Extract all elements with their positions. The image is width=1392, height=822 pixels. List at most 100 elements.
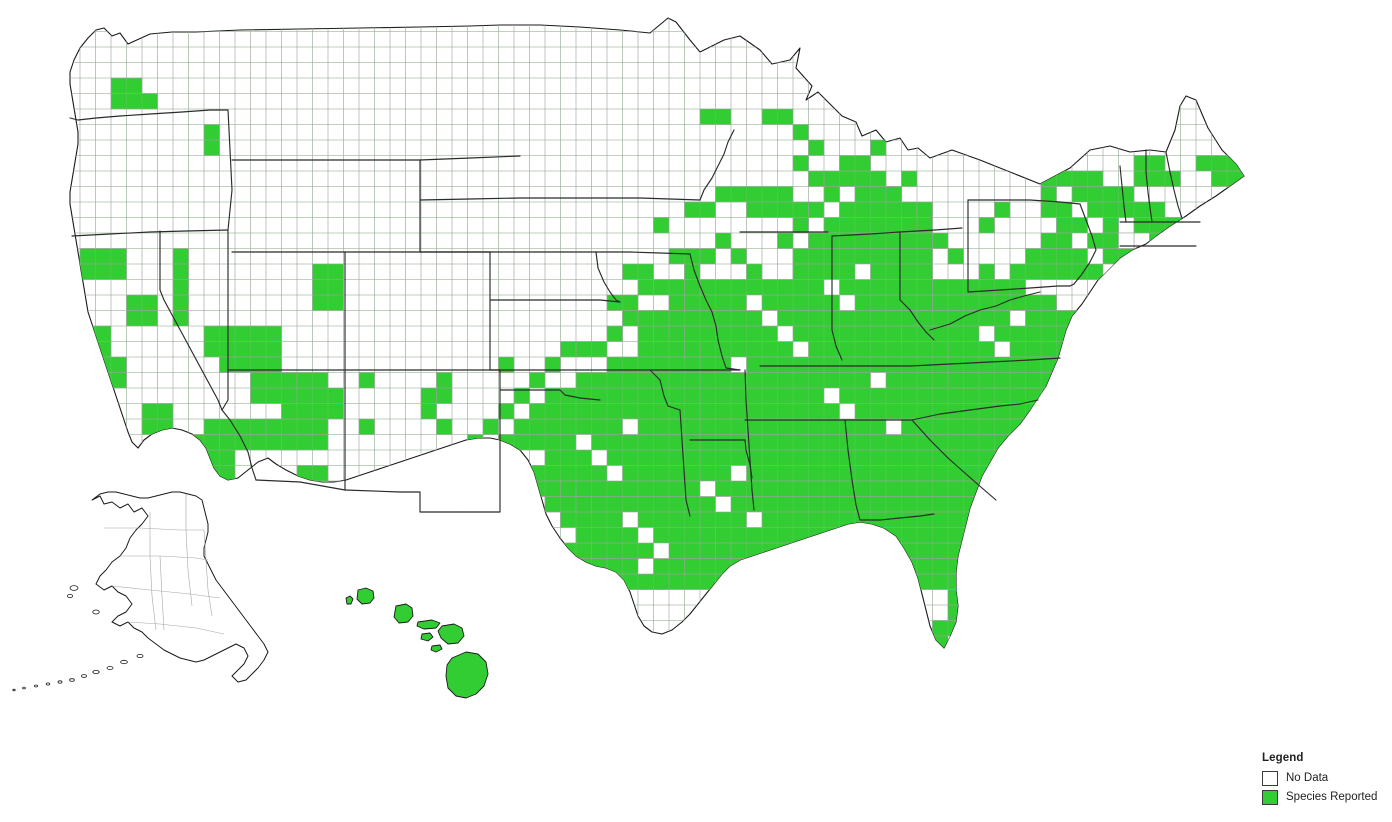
reported-county-block (684, 341, 701, 358)
island-maui (437, 623, 465, 645)
nodata-county-block (761, 310, 778, 327)
nodata-county-block (854, 263, 871, 280)
nodata-county-block (746, 294, 763, 311)
reported-county-block (947, 341, 1150, 358)
reported-county-block (885, 186, 902, 203)
nodata-county-block (978, 325, 995, 342)
hawaii-islands (345, 587, 489, 699)
state-line-ia-mo (595, 251, 691, 255)
nodata-county-block (963, 604, 980, 621)
aleutian-islands (12, 585, 144, 692)
hawaii-inset (345, 587, 489, 699)
state-line-id-wa-or (227, 109, 233, 231)
reported-county-block (730, 589, 747, 606)
reported-county-block (498, 434, 701, 451)
reported-county-block (172, 449, 236, 466)
reported-county-block (978, 217, 995, 234)
reported-county-block (79, 263, 127, 280)
state-line-az-mex (255, 479, 346, 491)
reported-county-block (916, 310, 1088, 327)
reported-county-block (823, 186, 840, 203)
reported-county-block (188, 465, 236, 482)
reported-county-block (637, 465, 1212, 482)
legend-label-reported: Species Reported (1286, 791, 1378, 803)
reported-county-block (529, 372, 546, 389)
nodata-county-block (575, 434, 592, 451)
state-line-mn-wi (699, 129, 735, 201)
reported-county-block (715, 232, 732, 249)
legend-item-nodata[interactable]: No Data (1262, 769, 1388, 788)
reported-county-block (699, 248, 716, 265)
state-line-or-ca-nv (71, 229, 229, 237)
nodata-county-block (777, 325, 794, 342)
reported-county-block (203, 341, 282, 358)
reported-county-block (916, 201, 933, 218)
state-line-pa-ny (967, 199, 1081, 205)
reported-county-block (792, 217, 809, 234)
nodata-county-block (885, 418, 902, 435)
state-line-il-in (831, 235, 843, 361)
state-line-ne-ks (489, 299, 621, 303)
state-line-mo-il-river (689, 253, 741, 371)
reported-county-block (529, 480, 701, 497)
state-line-ga-sc (911, 419, 997, 501)
reported-county-block (172, 310, 189, 327)
reported-county-block (715, 186, 794, 203)
reported-county-block (947, 356, 1181, 373)
reported-county-block (699, 279, 933, 296)
nodata-county-block (622, 418, 639, 435)
reported-county-block (730, 248, 747, 265)
reported-county-block (947, 589, 1026, 606)
legend-item-reported[interactable]: Species Reported (1262, 788, 1388, 807)
reported-county-block (560, 480, 577, 497)
reported-county-block (203, 480, 236, 497)
reported-county-block (296, 387, 344, 404)
nodata-county-block (1071, 232, 1088, 249)
state-line-al-ga (844, 419, 861, 521)
alaska-landmass (91, 491, 269, 683)
reported-county-block (1133, 170, 1181, 187)
island-kauai (356, 587, 375, 605)
reported-county-block (420, 387, 437, 404)
reported-county-block (281, 434, 329, 451)
reported-county-block (684, 263, 701, 280)
reported-county-block (1164, 248, 1244, 265)
state-line-tx-la (679, 409, 691, 517)
state-line-ga-fl (859, 513, 935, 521)
reported-county-block (901, 170, 918, 187)
island-hawaii (445, 651, 489, 699)
state-line-ms-la (744, 439, 753, 479)
state-line-ok-ar-tx (649, 369, 681, 411)
reported-county-block (699, 387, 1212, 404)
reported-county-block (715, 573, 732, 590)
reported-county-block (947, 248, 964, 265)
nodata-county-block (1056, 186, 1073, 203)
island-lanai (420, 632, 434, 642)
nodata-county-block (653, 542, 670, 559)
reported-county-block (792, 248, 933, 265)
reported-county-block (777, 232, 794, 249)
reported-county-block (932, 232, 949, 249)
island-oahu (393, 603, 414, 624)
legend-swatch-nodata (1262, 771, 1278, 786)
nodata-county-block (637, 527, 654, 544)
reported-county-block (978, 263, 995, 280)
reported-county-block (994, 201, 1011, 218)
reported-county-block (436, 418, 453, 435)
nodata-county-block (606, 465, 623, 482)
nodata-county-block (839, 403, 856, 420)
state-line-wv-oh-ky (899, 299, 935, 341)
reported-county-block (467, 434, 484, 451)
state-line-ca-nv (159, 230, 223, 411)
nodata-county-block (622, 511, 639, 528)
state-line-sc-nc (911, 399, 1039, 421)
nodata-county-block (1009, 310, 1026, 327)
nodata-county-block (715, 496, 732, 513)
reported-county-block (498, 403, 515, 420)
reported-county-block (172, 263, 189, 280)
state-line-nv-ut-az (221, 229, 229, 411)
state-line-nm-tx (459, 369, 501, 513)
nodata-county-block (792, 341, 809, 358)
legend-title: Legend (1262, 752, 1304, 764)
